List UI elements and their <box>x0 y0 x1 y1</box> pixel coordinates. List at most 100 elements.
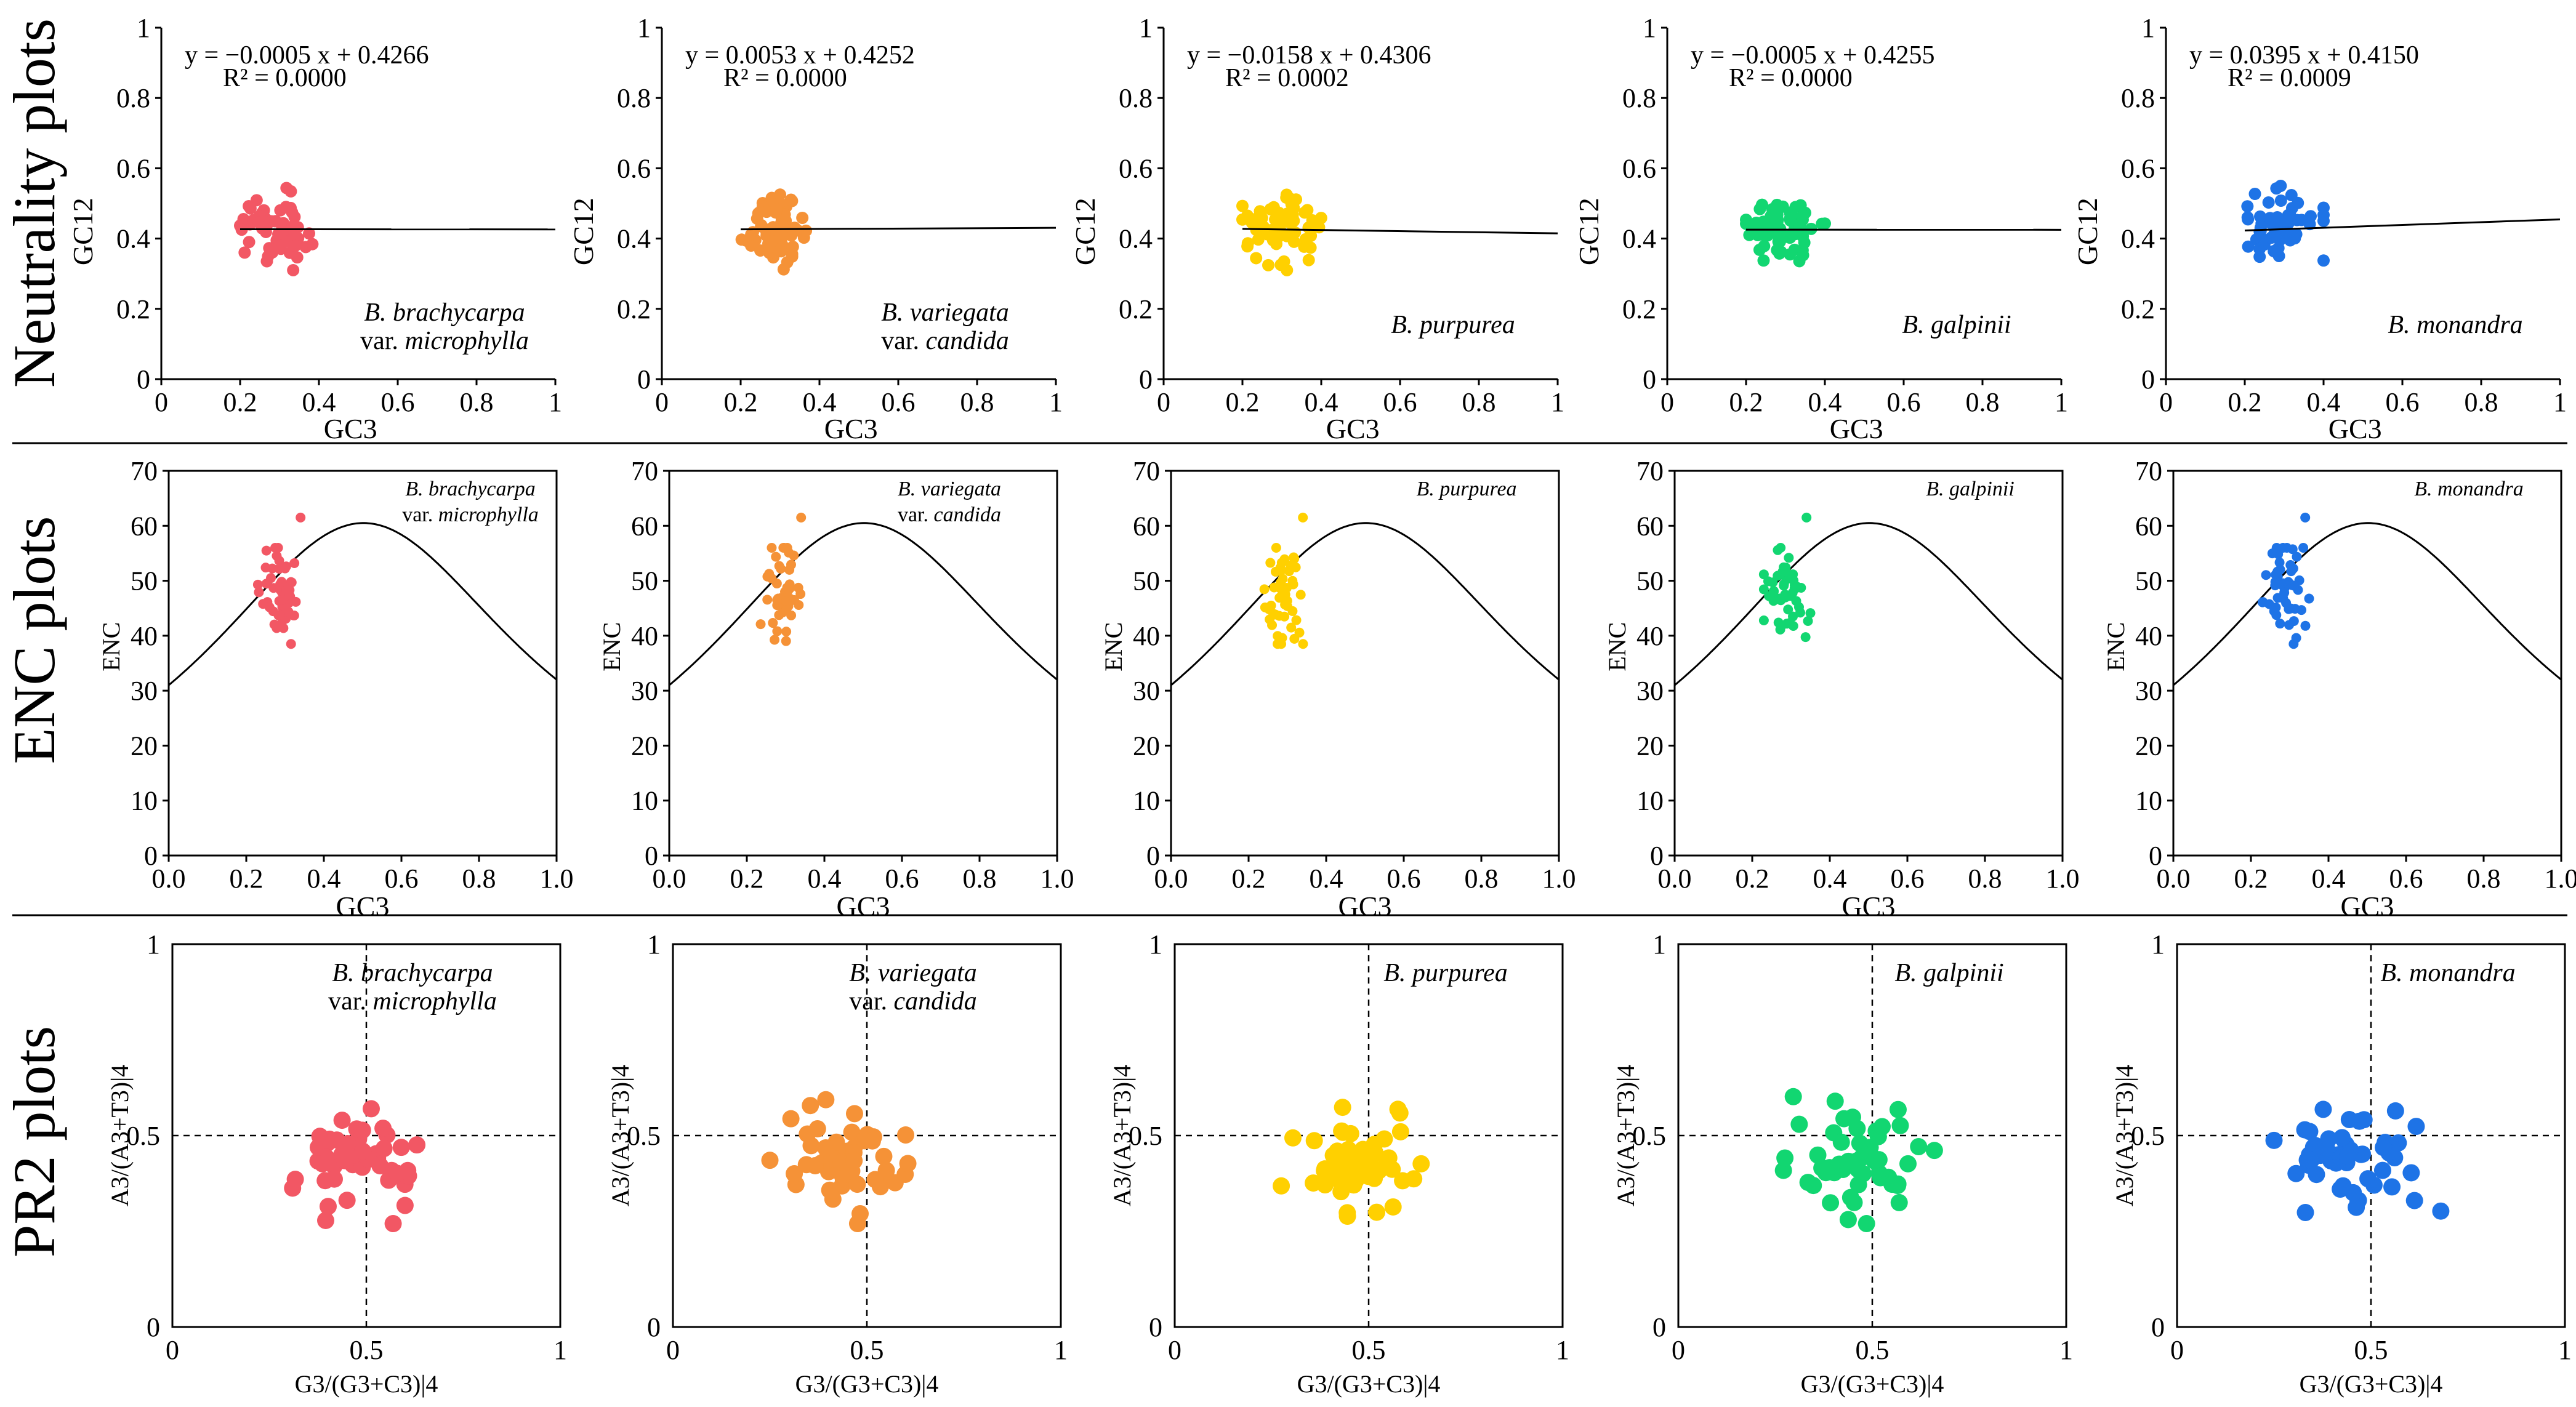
data-point <box>1276 558 1287 568</box>
r-squared: R² = 0.0000 <box>223 64 347 92</box>
y-tick-label: 0 <box>2141 364 2155 395</box>
data-point <box>353 1121 371 1139</box>
x-tick-label: 0.6 <box>882 387 916 417</box>
x-tick-label: 0.4 <box>2312 864 2346 894</box>
x-tick-label: 0.6 <box>1383 387 1417 417</box>
data-point <box>1279 611 1290 622</box>
data-point <box>1246 216 1258 229</box>
data-point <box>2274 179 2287 192</box>
data-point <box>2287 1164 2305 1182</box>
data-point <box>1329 1171 1347 1189</box>
data-point <box>1280 589 1290 599</box>
data-point <box>1750 216 1763 229</box>
x-tick-label: 0.6 <box>381 387 415 417</box>
x-tick-label: 1 <box>1049 387 1063 417</box>
var-name: candida <box>926 327 1009 355</box>
x-tick-label: 0.2 <box>230 864 264 894</box>
r-squared: R² = 0.0000 <box>723 64 847 92</box>
plot-frame <box>2172 470 2562 857</box>
y-tick-label: 20 <box>131 731 158 761</box>
x-tick-label: 0.4 <box>302 387 336 417</box>
data-point <box>2261 570 2271 580</box>
y-tick-label: 0 <box>637 364 651 395</box>
data-point <box>1278 574 1288 584</box>
x-tick-label: 0.5 <box>850 1335 884 1365</box>
data-point <box>1840 1152 1858 1170</box>
data-point <box>270 543 281 553</box>
data-point <box>302 227 315 240</box>
data-point <box>2271 602 2281 612</box>
data-point <box>384 1215 402 1233</box>
y-tick-label: 60 <box>1133 511 1160 541</box>
data-point <box>1874 1118 1891 1136</box>
x-tick-label: 0.5 <box>2354 1335 2388 1365</box>
x-tick-label: 0 <box>155 387 168 417</box>
data-point <box>1265 614 1275 625</box>
data-point <box>316 1172 334 1190</box>
x-tick-label: 0 <box>1157 387 1170 417</box>
data-point <box>2288 616 2299 627</box>
regression-line <box>1242 228 1558 235</box>
y-tick-label: 30 <box>1133 676 1160 706</box>
data-point <box>755 619 766 630</box>
y-tick-label: 10 <box>131 786 158 816</box>
data-point <box>784 583 795 594</box>
data-point <box>774 610 784 620</box>
data-point <box>1269 582 1279 593</box>
x-tick-label: 1 <box>2558 1335 2572 1365</box>
x-tick-label: 0.0 <box>2157 864 2191 894</box>
data-point <box>1839 1211 1857 1229</box>
data-point <box>817 1139 835 1156</box>
y-tick-label: 20 <box>631 731 658 761</box>
data-point <box>819 1163 837 1181</box>
data-point <box>318 1134 336 1152</box>
regression-line <box>740 226 1057 231</box>
data-point <box>267 563 278 574</box>
y-tick-label: 0 <box>137 364 150 395</box>
data-point <box>289 558 300 568</box>
x-tick-label: 0.8 <box>1462 387 1496 417</box>
data-point <box>1241 240 1254 253</box>
data-point <box>1826 1092 1844 1110</box>
y-tick-label: 0.8 <box>1622 83 1656 113</box>
data-point <box>1758 615 1769 625</box>
x-axis-label: G3/(G3+C3)|4 <box>795 1370 939 1398</box>
data-point <box>1329 1142 1346 1160</box>
data-point <box>1809 1146 1827 1164</box>
data-point <box>280 182 293 194</box>
data-point <box>1910 1138 1928 1156</box>
y-axis-label: GC12 <box>2072 198 2103 265</box>
data-point <box>2303 1151 2320 1169</box>
y-tick-label: 0 <box>647 1312 661 1342</box>
data-point <box>771 579 782 589</box>
x-axis-label: GC3 <box>837 891 890 922</box>
data-point <box>284 590 295 600</box>
y-tick-label: 0.8 <box>2121 83 2155 113</box>
r-squared: R² = 0.0009 <box>2228 64 2351 92</box>
data-point <box>1271 543 1281 553</box>
enc-panel: 0.0 0.2 0.4 0.6 0.8 1.0 0 10 20 30 40 50 60 70 GC3 ENC B… <box>1603 456 2080 922</box>
data-point <box>1262 259 1275 271</box>
data-point <box>1776 1149 1794 1167</box>
y-tick-label: 0.6 <box>1119 153 1153 183</box>
y-tick-label: 0.5 <box>1632 1121 1666 1151</box>
x-tick-label: 0.5 <box>1352 1335 1386 1365</box>
data-point <box>866 1171 884 1189</box>
data-point <box>371 1157 389 1175</box>
data-point <box>2285 559 2296 570</box>
expected-enc-curve <box>168 522 557 686</box>
enc-panel: 0.0 0.2 0.4 0.6 0.8 1.0 0 10 20 30 40 50 60 70 GC3 ENC B… <box>1100 456 1576 922</box>
y-tick-label: 20 <box>1636 731 1664 761</box>
x-tick-label: 1.0 <box>2545 864 2576 894</box>
data-point <box>899 1155 917 1172</box>
y-axis-label: A3/(A3+T3)|4 <box>106 1065 134 1207</box>
data-point <box>1250 252 1263 265</box>
y-tick-label: 30 <box>631 676 658 706</box>
x-tick-label: 0.2 <box>1729 387 1763 417</box>
data-point <box>845 1105 863 1123</box>
data-point <box>2300 512 2311 523</box>
y-tick-label: 70 <box>1133 456 1160 486</box>
y-tick-label: 0.4 <box>617 224 651 254</box>
data-point <box>287 263 300 276</box>
